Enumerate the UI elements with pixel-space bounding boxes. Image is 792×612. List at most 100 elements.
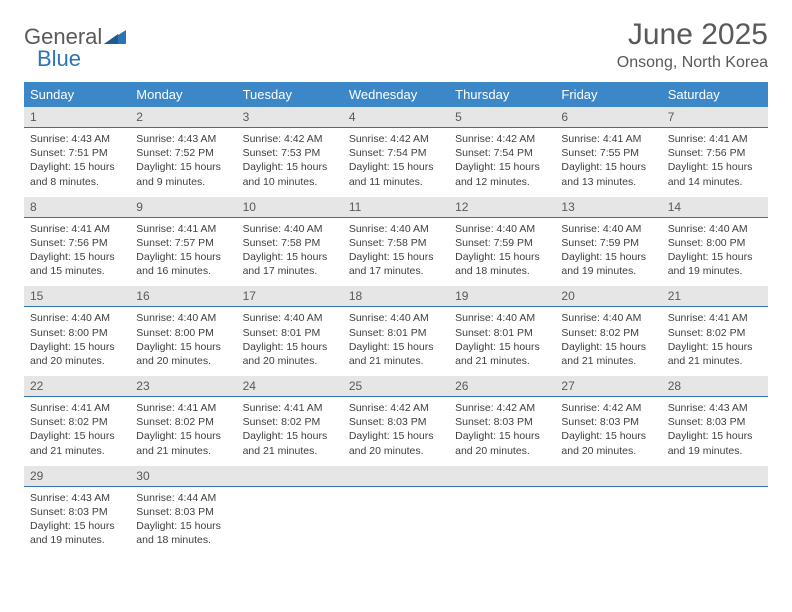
day-number: 22 <box>24 376 130 396</box>
week-data-row: Sunrise: 4:41 AMSunset: 7:56 PMDaylight:… <box>24 218 768 287</box>
daylight1-text: Daylight: 15 hours <box>30 250 124 264</box>
daylight2-text: and 10 minutes. <box>243 175 337 189</box>
week-label-row: 15161718192021 <box>24 286 768 307</box>
sunset-text: Sunset: 8:03 PM <box>561 415 655 429</box>
dow-wednesday: Wednesday <box>343 82 449 107</box>
daylight1-text: Daylight: 15 hours <box>136 519 230 533</box>
day-number: 30 <box>130 466 236 486</box>
day-number: 24 <box>237 376 343 396</box>
day-cell: Sunrise: 4:40 AMSunset: 8:01 PMDaylight:… <box>449 307 555 376</box>
sunrise-text: Sunrise: 4:42 AM <box>455 401 549 415</box>
daylight2-text: and 18 minutes. <box>455 264 549 278</box>
daylight2-text: and 15 minutes. <box>30 264 124 278</box>
day-number: 25 <box>343 376 449 396</box>
daylight2-text: and 19 minutes. <box>668 264 762 278</box>
daylight1-text: Daylight: 15 hours <box>668 429 762 443</box>
day-cell: Sunrise: 4:42 AMSunset: 7:54 PMDaylight:… <box>343 128 449 197</box>
sunset-text: Sunset: 8:01 PM <box>455 326 549 340</box>
sunrise-text: Sunrise: 4:40 AM <box>668 222 762 236</box>
daylight2-text: and 17 minutes. <box>243 264 337 278</box>
day-cell: Sunrise: 4:41 AMSunset: 7:55 PMDaylight:… <box>555 128 661 197</box>
daylight1-text: Daylight: 15 hours <box>455 250 549 264</box>
days-of-week-row: Sunday Monday Tuesday Wednesday Thursday… <box>24 82 768 107</box>
daylight2-text: and 18 minutes. <box>136 533 230 547</box>
day-number: 20 <box>555 286 661 306</box>
day-cell: Sunrise: 4:41 AMSunset: 8:02 PMDaylight:… <box>130 397 236 466</box>
daylight1-text: Daylight: 15 hours <box>30 160 124 174</box>
daylight1-text: Daylight: 15 hours <box>668 250 762 264</box>
sunrise-text: Sunrise: 4:41 AM <box>243 401 337 415</box>
sunrise-text: Sunrise: 4:40 AM <box>30 311 124 325</box>
daylight1-text: Daylight: 15 hours <box>349 429 443 443</box>
daylight1-text: Daylight: 15 hours <box>136 429 230 443</box>
day-cell: Sunrise: 4:43 AMSunset: 7:51 PMDaylight:… <box>24 128 130 197</box>
day-number: 10 <box>237 197 343 217</box>
triangle-icon <box>104 24 126 50</box>
day-cell: Sunrise: 4:41 AMSunset: 7:56 PMDaylight:… <box>24 218 130 287</box>
daylight2-text: and 20 minutes. <box>455 444 549 458</box>
sunset-text: Sunset: 7:56 PM <box>30 236 124 250</box>
day-cell: Sunrise: 4:42 AMSunset: 8:03 PMDaylight:… <box>449 397 555 466</box>
daylight1-text: Daylight: 15 hours <box>243 429 337 443</box>
daylight2-text: and 14 minutes. <box>668 175 762 189</box>
week-label-row: 891011121314 <box>24 197 768 218</box>
day-cell: Sunrise: 4:43 AMSunset: 7:52 PMDaylight:… <box>130 128 236 197</box>
day-cell: Sunrise: 4:42 AMSunset: 7:54 PMDaylight:… <box>449 128 555 197</box>
dow-friday: Friday <box>555 82 661 107</box>
day-number: 18 <box>343 286 449 306</box>
day-number: 29 <box>24 466 130 486</box>
sunset-text: Sunset: 8:02 PM <box>668 326 762 340</box>
daylight2-text: and 20 minutes. <box>30 354 124 368</box>
daylight1-text: Daylight: 15 hours <box>561 429 655 443</box>
day-number: 13 <box>555 197 661 217</box>
sunrise-text: Sunrise: 4:41 AM <box>561 132 655 146</box>
week-data-row: Sunrise: 4:43 AMSunset: 8:03 PMDaylight:… <box>24 487 768 556</box>
daylight1-text: Daylight: 15 hours <box>455 160 549 174</box>
day-cell: Sunrise: 4:40 AMSunset: 8:02 PMDaylight:… <box>555 307 661 376</box>
daylight2-text: and 21 minutes. <box>30 444 124 458</box>
day-cell <box>555 487 661 556</box>
daylight2-text: and 11 minutes. <box>349 175 443 189</box>
day-number: 19 <box>449 286 555 306</box>
sunrise-text: Sunrise: 4:42 AM <box>243 132 337 146</box>
daylight1-text: Daylight: 15 hours <box>668 160 762 174</box>
sunrise-text: Sunrise: 4:40 AM <box>455 222 549 236</box>
day-number <box>237 466 343 486</box>
sunset-text: Sunset: 7:54 PM <box>455 146 549 160</box>
sunrise-text: Sunrise: 4:40 AM <box>136 311 230 325</box>
daylight2-text: and 20 minutes. <box>243 354 337 368</box>
daylight2-text: and 20 minutes. <box>349 444 443 458</box>
day-number: 8 <box>24 197 130 217</box>
week-data-row: Sunrise: 4:41 AMSunset: 8:02 PMDaylight:… <box>24 397 768 466</box>
daylight1-text: Daylight: 15 hours <box>243 160 337 174</box>
sunset-text: Sunset: 8:02 PM <box>30 415 124 429</box>
sunset-text: Sunset: 8:02 PM <box>136 415 230 429</box>
daylight2-text: and 21 minutes. <box>136 444 230 458</box>
day-cell <box>449 487 555 556</box>
day-cell: Sunrise: 4:41 AMSunset: 8:02 PMDaylight:… <box>237 397 343 466</box>
daylight2-text: and 19 minutes. <box>561 264 655 278</box>
day-cell: Sunrise: 4:41 AMSunset: 8:02 PMDaylight:… <box>662 307 768 376</box>
daylight2-text: and 12 minutes. <box>455 175 549 189</box>
daylight1-text: Daylight: 15 hours <box>455 340 549 354</box>
sunrise-text: Sunrise: 4:44 AM <box>136 491 230 505</box>
daylight2-text: and 21 minutes. <box>455 354 549 368</box>
day-cell: Sunrise: 4:40 AMSunset: 8:00 PMDaylight:… <box>662 218 768 287</box>
sunset-text: Sunset: 7:58 PM <box>349 236 443 250</box>
day-cell: Sunrise: 4:42 AMSunset: 8:03 PMDaylight:… <box>343 397 449 466</box>
week-label-row: 2930 <box>24 466 768 487</box>
dow-saturday: Saturday <box>662 82 768 107</box>
day-cell: Sunrise: 4:40 AMSunset: 7:58 PMDaylight:… <box>343 218 449 287</box>
day-number: 5 <box>449 107 555 127</box>
sunrise-text: Sunrise: 4:40 AM <box>349 311 443 325</box>
week-label-row: 1234567 <box>24 107 768 128</box>
daylight2-text: and 13 minutes. <box>561 175 655 189</box>
day-number: 7 <box>662 107 768 127</box>
sunset-text: Sunset: 8:00 PM <box>30 326 124 340</box>
daylight1-text: Daylight: 15 hours <box>243 340 337 354</box>
day-number: 2 <box>130 107 236 127</box>
daylight2-text: and 9 minutes. <box>136 175 230 189</box>
daylight1-text: Daylight: 15 hours <box>30 429 124 443</box>
sunset-text: Sunset: 7:53 PM <box>243 146 337 160</box>
day-cell <box>237 487 343 556</box>
